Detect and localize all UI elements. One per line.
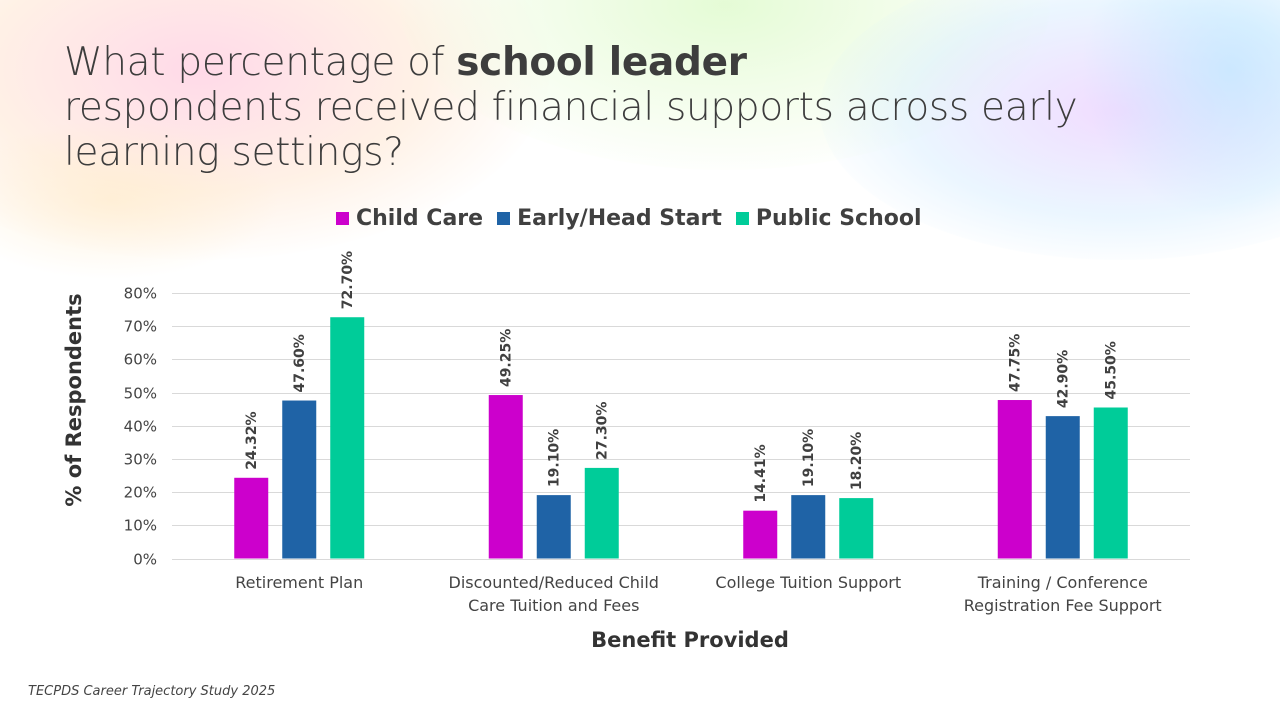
bar-early-head-start-3 [1045, 416, 1080, 559]
data-label: 42.90% [1056, 350, 1072, 408]
slide-title: What percentage of school leader responde… [64, 40, 1244, 175]
gridlines [172, 293, 1190, 560]
y-tick-label: 60% [124, 351, 157, 369]
bar-early-head-start-0 [282, 400, 317, 559]
chart-legend: Child Care Early/Head Start Public Schoo… [336, 206, 922, 231]
x-category-label: College Tuition Support [715, 573, 901, 592]
bar-early-head-start-1 [536, 495, 571, 559]
y-axis-title: % of Respondents [62, 293, 86, 507]
data-label: 14.41% [753, 444, 769, 502]
title-text-post: respondents received financial supports … [64, 85, 1078, 175]
bar-child-care-3 [997, 400, 1032, 559]
legend-item-early-head-start: Early/Head Start [497, 206, 722, 231]
y-tick-label: 0% [133, 551, 157, 569]
legend-item-child-care: Child Care [336, 206, 483, 231]
data-label: 47.75% [1008, 334, 1024, 392]
bar-child-care-1 [488, 395, 523, 559]
data-label: 19.10% [801, 429, 817, 487]
x-category-label: Retirement Plan [235, 573, 363, 592]
title-text-pre: What percentage of [64, 40, 457, 85]
legend-label: Public School [755, 206, 922, 231]
bar-public-school-3 [1093, 407, 1128, 559]
bar-child-care-2 [743, 510, 778, 559]
data-label: 45.50% [1104, 341, 1120, 399]
data-label: 18.20% [849, 432, 865, 490]
y-tick-label: 50% [124, 385, 157, 403]
x-category-label: Discounted/Reduced Child [449, 573, 659, 592]
y-tick-label: 80% [124, 285, 157, 303]
legend-swatch-child-care [336, 212, 349, 225]
x-category-label: Training / Conference [977, 573, 1148, 592]
data-labels: 24.32% 47.60% 72.70% 49.25% 19.10% 27.30% 14.4… [244, 251, 1120, 503]
y-tick-label: 40% [124, 418, 157, 436]
y-axis-ticks: 0% 10% 20% 30% 40% 50% 60% 70% 80% [124, 285, 157, 569]
bar-child-care-0 [234, 477, 269, 559]
x-axis-categories: Retirement Plan Discounted/Reduced Child C… [235, 573, 1161, 615]
bar-public-school-1 [584, 467, 619, 559]
data-label: 49.25% [499, 329, 515, 387]
bar-public-school-2 [839, 498, 874, 559]
data-label: 27.30% [595, 402, 611, 460]
legend-swatch-public-school [735, 212, 749, 225]
x-category-label: Care Tuition and Fees [468, 596, 639, 615]
data-label: 24.32% [244, 411, 260, 469]
x-category-label: Registration Fee Support [964, 596, 1162, 615]
bars [234, 317, 1128, 559]
data-label: 19.10% [547, 429, 563, 487]
bar-public-school-0 [330, 317, 365, 559]
y-tick-label: 20% [124, 484, 157, 502]
bar-early-head-start-2 [791, 495, 826, 559]
y-tick-label: 10% [124, 517, 157, 535]
data-label: 72.70% [340, 251, 356, 309]
title-text-bold: school leader [456, 40, 747, 85]
legend-item-public-school: Public School [735, 206, 922, 231]
source-note: TECPDS Career Trajectory Study 2025 [28, 684, 276, 699]
legend-label: Early/Head Start [517, 206, 722, 231]
y-tick-label: 30% [124, 451, 157, 469]
y-tick-label: 70% [124, 318, 157, 336]
data-label: 47.60% [292, 334, 308, 392]
legend-label: Child Care [356, 206, 484, 231]
legend-swatch-early-head-start [497, 212, 511, 225]
x-axis-title: Benefit Provided [591, 628, 789, 652]
